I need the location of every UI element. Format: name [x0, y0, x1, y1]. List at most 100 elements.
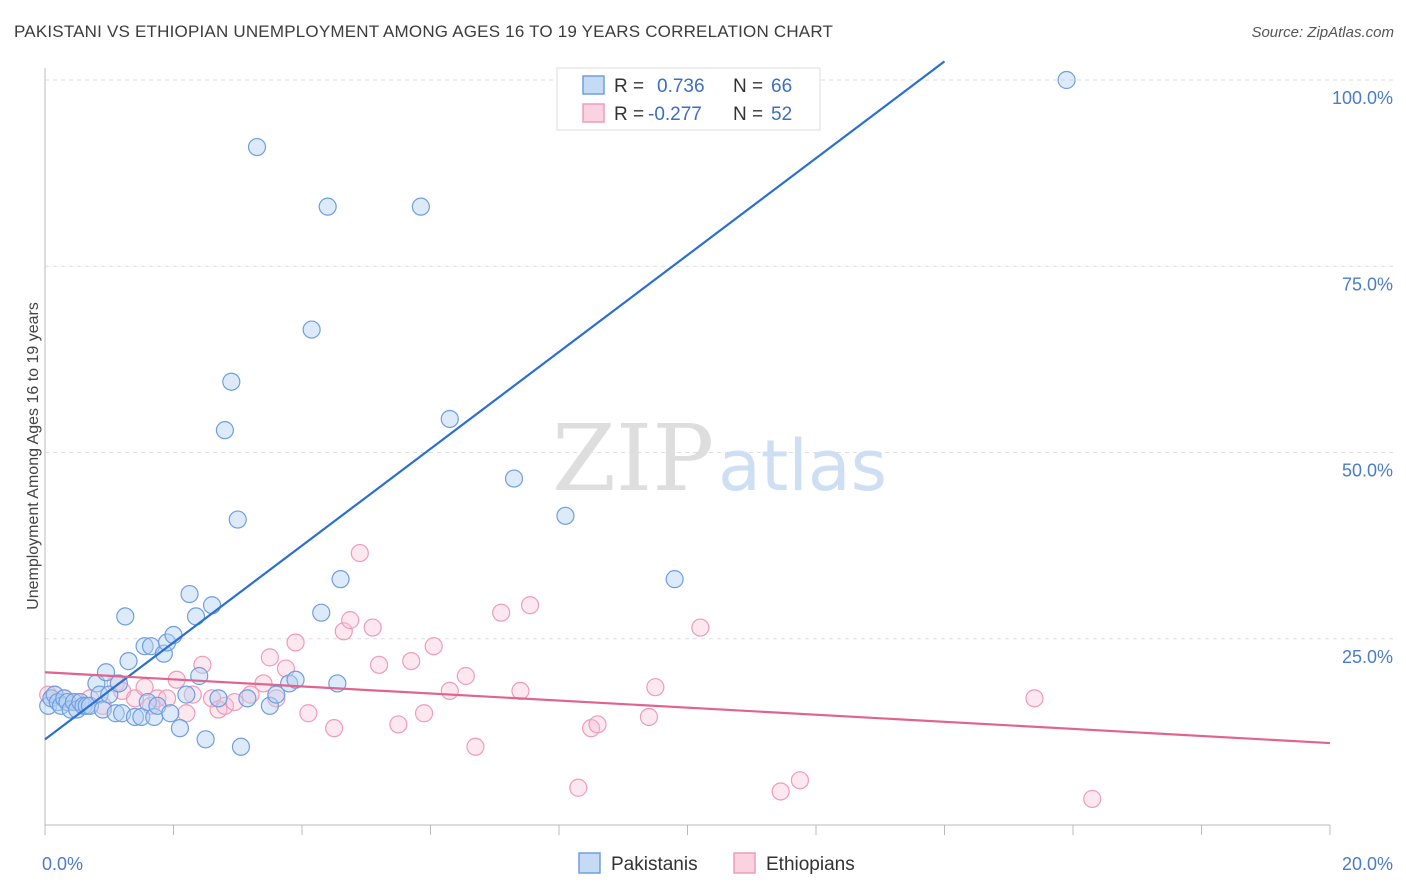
stats-legend: R = 0.736 N = 66 R = -0.277 N = 52: [556, 67, 821, 131]
ethiopians-point: [193, 655, 212, 674]
pakistanis-trend-line: [44, 60, 946, 741]
series-legend: Pakistanis Ethiopians: [578, 852, 855, 875]
pakistanis-point: [231, 737, 251, 756]
ethiopians-point: [790, 771, 810, 790]
ethiopians-point: [414, 704, 434, 723]
y-tick-label: 100.0%: [1332, 88, 1393, 108]
pakistanis-point: [196, 730, 215, 749]
ethiopians-point: [325, 719, 344, 738]
pakistanis-point: [125, 707, 145, 727]
ethiopians-point: [466, 737, 485, 756]
pakistanis-point: [161, 704, 180, 723]
ethiopians-point: [334, 622, 353, 641]
ethiopians-point: [771, 782, 790, 801]
ethiopians-point: [639, 707, 659, 727]
pakistanis-point: [106, 704, 125, 723]
ethiopians-n-value: 52: [771, 104, 792, 125]
pakistanis-point: [665, 570, 684, 589]
pakistanis-point: [222, 372, 241, 391]
ethiopians-point: [286, 633, 305, 652]
ethiopians-point: [1025, 689, 1044, 708]
ethiopians-point: [402, 651, 421, 671]
ethiopians-point: [350, 543, 369, 563]
pakistanis-point: [331, 570, 350, 589]
ethiopians-point: [341, 611, 360, 630]
pakistanis-point: [209, 689, 228, 708]
pakistanis-point: [312, 603, 331, 622]
pakistanis-point: [318, 197, 337, 216]
ethiopians-point: [520, 596, 540, 615]
axes: [44, 68, 1331, 835]
pakistanis-point: [247, 137, 267, 157]
ethiopians-point: [370, 655, 389, 674]
ethiopians-point: [363, 618, 382, 637]
pakistanis-point: [267, 685, 286, 704]
pakistanis-point: [90, 685, 109, 704]
ethiopians-point: [389, 715, 408, 734]
ethiopians-point: [299, 704, 318, 723]
chart-title: PAKISTANI VS ETHIOPIAN UNEMPLOYMENT AMON…: [14, 22, 834, 41]
pakistanis-point: [411, 197, 430, 216]
ethiopians-point: [569, 778, 588, 797]
pakistanis-legend-swatch: [582, 75, 605, 95]
pakistanis-point: [440, 409, 459, 429]
pakistanis-points: [39, 70, 1076, 756]
ethiopians-point: [691, 618, 710, 637]
ethiopians-point: [183, 685, 202, 704]
ethiopians-point: [456, 666, 475, 686]
pakistanis-point: [180, 584, 199, 604]
ethiopians-point: [492, 603, 511, 622]
grid-lines: [45, 79, 1395, 640]
y-tick-label: 75.0%: [1342, 274, 1393, 294]
ethiopians-point: [646, 678, 665, 697]
x-tick-label: 0.0%: [42, 854, 83, 874]
ethiopians-point: [511, 681, 530, 701]
pakistanis-point: [286, 670, 305, 689]
pakistanis-r-value: 0.736: [657, 76, 705, 97]
pakistanis-point: [302, 320, 321, 339]
x-tick-labels: 0.0% 20.0%: [42, 854, 1393, 874]
ethiopians-point: [1083, 789, 1102, 809]
pakistanis-bottom-swatch: [578, 852, 601, 874]
pakistanis-point: [1057, 70, 1076, 90]
ethiopians-point: [440, 681, 459, 701]
pakistanis-point: [260, 696, 279, 715]
pakistanis-point: [116, 607, 135, 626]
ethiopians-point: [588, 715, 607, 734]
watermark-zip: ZIP: [552, 405, 714, 512]
pakistanis-point: [228, 510, 247, 529]
ethiopians-r-value: -0.277: [648, 104, 702, 125]
y-tick-label: 25.0%: [1342, 647, 1393, 667]
pakistanis-legend-label: Pakistanis: [611, 854, 698, 875]
pakistanis-point: [238, 689, 257, 708]
pakistanis-point: [154, 644, 173, 663]
ethiopians-point: [424, 637, 443, 656]
pakistanis-point: [157, 633, 177, 652]
pakistanis-point: [202, 596, 222, 615]
pakistanis-point: [215, 421, 234, 440]
ethiopians-trend-line: [44, 671, 1331, 745]
pakistanis-point: [177, 685, 196, 704]
y-axis-label: Unemployment Among Ages 16 to 19 years: [25, 302, 42, 610]
ethiopians-point: [148, 689, 167, 708]
x-tick-label: 20.0%: [1342, 854, 1393, 874]
y-tick-labels: 25.0% 50.0% 75.0% 100.0%: [1332, 88, 1393, 667]
ethiopians-point: [260, 648, 279, 667]
ethiopians-point: [215, 696, 234, 715]
pakistanis-point: [170, 719, 190, 738]
ethiopians-r-label: R =: [614, 104, 644, 125]
pakistanis-n-label: N =: [733, 76, 763, 97]
pakistanis-point: [164, 625, 183, 645]
ethiopians-point: [157, 689, 177, 708]
pakistanis-point: [119, 651, 138, 671]
ethiopians-legend-swatch: [582, 103, 605, 123]
pakistanis-n-value: 66: [771, 76, 792, 97]
ethiopians-bottom-swatch: [733, 852, 756, 874]
pakistanis-point: [504, 469, 524, 488]
ethiopians-legend-label: Ethiopians: [766, 854, 855, 875]
y-tick-label: 50.0%: [1342, 461, 1393, 481]
watermark-atlas: atlas: [718, 425, 887, 507]
chart-source: Source: ZipAtlas.com: [1251, 24, 1394, 41]
pakistanis-point: [135, 637, 154, 656]
